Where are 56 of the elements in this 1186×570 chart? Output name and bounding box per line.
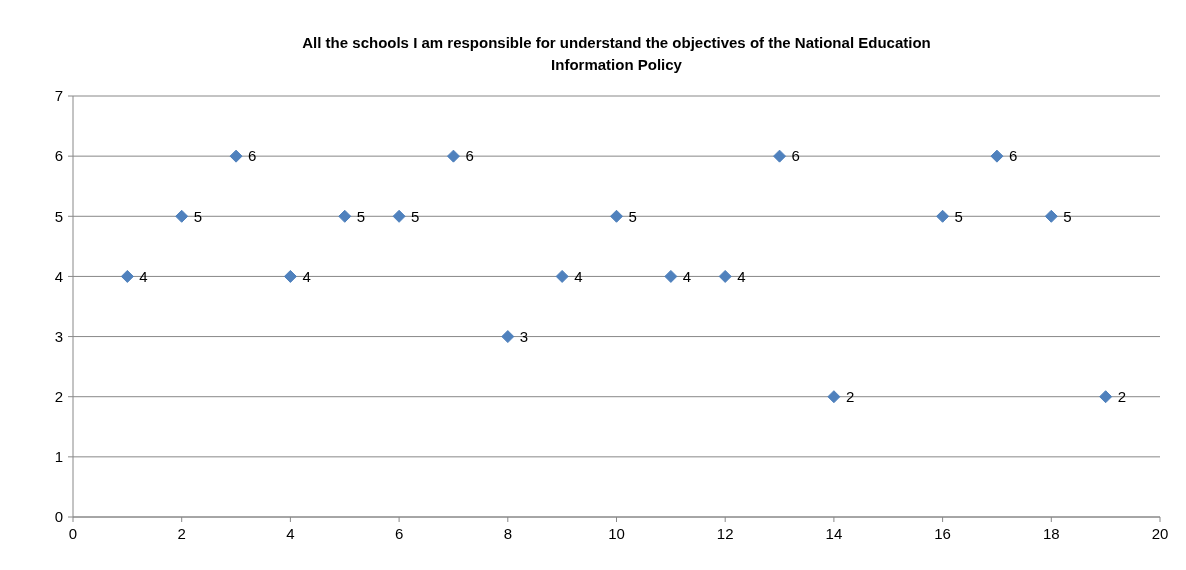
x-tick-label: 16 [934,525,951,542]
point [446,149,460,163]
data-label: 5 [193,207,203,225]
x-tick-label: 18 [1042,525,1060,542]
data-label: 6 [465,147,474,165]
point [229,149,243,163]
data-label: 6 [248,147,257,165]
data-label: 3 [519,327,529,345]
data-label: 2 [1117,387,1126,405]
data-label: 2 [845,387,855,405]
point [175,209,189,223]
point [501,330,515,344]
y-tick-label: 0 [54,508,63,526]
x-tick-label: 6 [394,525,404,542]
data-label: 4 [302,267,311,285]
point [392,209,406,223]
y-tick-label: 4 [54,267,63,285]
y-tick-label: 5 [54,207,63,225]
x-tick-label: 14 [825,525,843,542]
data-label: 4 [574,267,583,285]
y-tick-label: 6 [54,147,63,165]
y-tick-label: 7 [54,87,63,105]
y-tick-label: 3 [54,327,63,345]
point [718,269,732,283]
data-label: 5 [954,207,963,225]
x-tick-label: 20 [1151,525,1169,542]
point [1044,209,1058,223]
point [664,269,678,283]
data-label: 6 [791,147,800,165]
x-tick-label: 10 [608,525,625,542]
data-label: 6 [1008,147,1018,165]
x-tick-label: 2 [177,525,186,542]
data-label: 5 [356,207,366,225]
x-tick-label: 0 [68,525,78,542]
chart-title: All the schools I am responsible for understand the objectives of the National Education Information Policy [302,34,931,73]
data-label: 4 [682,267,692,285]
point [120,269,134,283]
point [610,209,623,223]
x-tick-label: 4 [286,525,295,542]
data-label: 4 [139,267,148,285]
point [555,269,569,283]
data-label: 5 [628,207,637,225]
point [1099,390,1113,404]
data-label: 5 [411,207,420,225]
y-tick-label: 1 [54,448,63,466]
point [827,390,841,404]
data-label: 4 [737,267,746,285]
point [990,149,1004,163]
x-tick-label: 12 [716,525,734,542]
data-label: 5 [1063,207,1072,225]
y-tick-label: 2 [54,387,63,405]
point [338,209,352,223]
x-tick-label: 8 [503,525,512,542]
point [283,269,297,283]
point [773,149,787,163]
point [936,209,950,223]
